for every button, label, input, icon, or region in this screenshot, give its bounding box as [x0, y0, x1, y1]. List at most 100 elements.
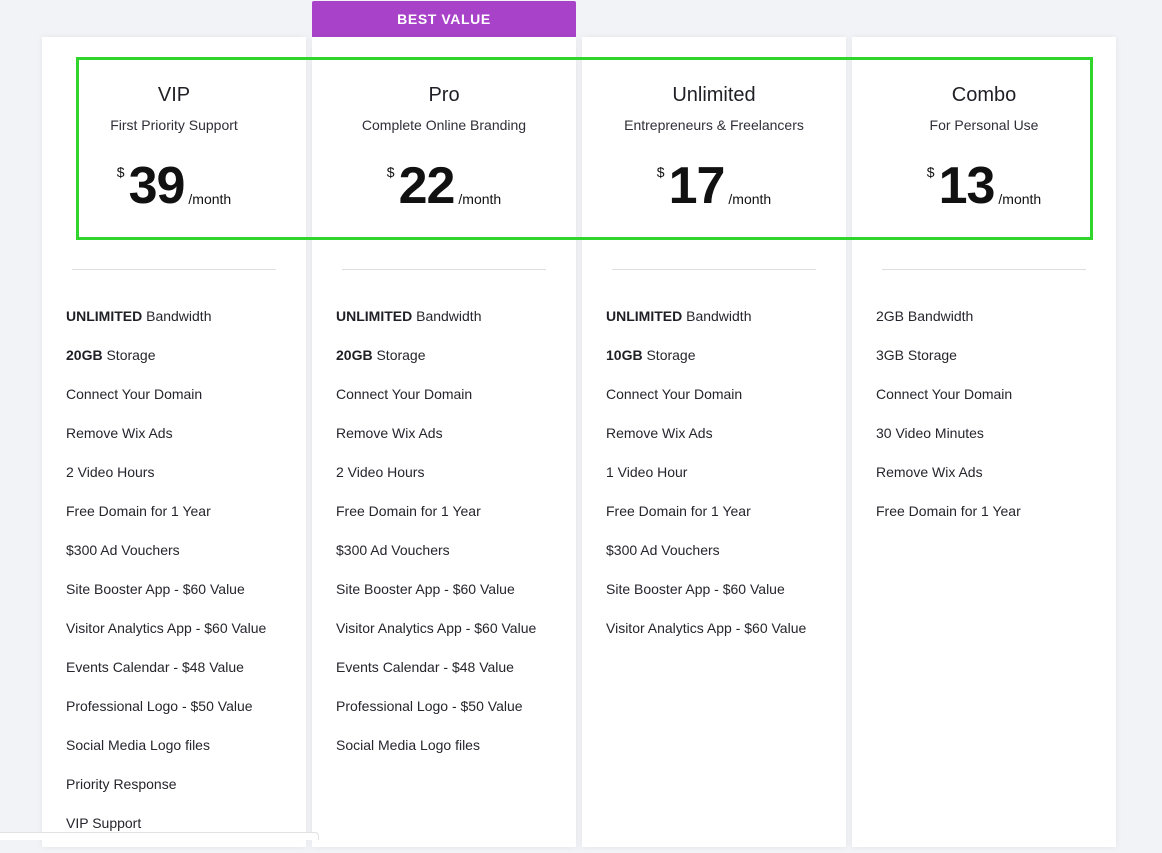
- feature-text: Site Booster App - $60 Value: [66, 581, 245, 597]
- feature-text: Site Booster App - $60 Value: [606, 581, 785, 597]
- feature-list: UNLIMITED Bandwidth 20GB Storage Connect Y…: [66, 307, 296, 853]
- feature-list: 2GB Bandwidth 3GB Storage Connect Your Dom…: [876, 307, 1106, 541]
- feature-text: Visitor Analytics App - $60 Value: [336, 620, 537, 636]
- feature-text: 2GB Bandwidth: [876, 308, 974, 324]
- feature-text: Connect Your Domain: [606, 386, 743, 402]
- feature-highlight: UNLIMITED: [336, 308, 413, 324]
- feature-item: Priority Response: [66, 775, 296, 814]
- feature-item: 2 Video Hours: [66, 463, 296, 502]
- feature-text: Free Domain for 1 Year: [876, 503, 1021, 519]
- feature-item: $300 Ad Vouchers: [66, 541, 296, 580]
- feature-item: Connect Your Domain: [876, 385, 1106, 424]
- feature-item: Free Domain for 1 Year: [336, 502, 566, 541]
- feature-item: Visitor Analytics App - $60 Value: [606, 619, 836, 658]
- feature-text: Events Calendar - $48 Value: [66, 659, 244, 675]
- plan-card-vip[interactable]: VIP First Priority Support $ 39 /month U…: [42, 37, 306, 847]
- plan-card-combo[interactable]: Combo For Personal Use $ 13 /month 2GB B…: [852, 37, 1116, 847]
- feature-item: Site Booster App - $60 Value: [336, 580, 566, 619]
- feature-item: 20GB Storage: [336, 346, 566, 385]
- plan-price: $ 22 /month: [312, 160, 576, 212]
- feature-item: VIP Support: [66, 814, 296, 853]
- feature-text: Free Domain for 1 Year: [606, 503, 751, 519]
- feature-text: Connect Your Domain: [876, 386, 1013, 402]
- feature-item: Professional Logo - $50 Value: [66, 697, 296, 736]
- plan-tagline: For Personal Use: [929, 117, 1039, 133]
- best-value-badge: BEST VALUE: [312, 1, 576, 37]
- price-period: /month: [728, 191, 772, 207]
- feature-item: Free Domain for 1 Year: [606, 502, 836, 541]
- feature-item: $300 Ad Vouchers: [336, 541, 566, 580]
- currency-symbol: $: [116, 164, 125, 180]
- feature-text: Connect Your Domain: [336, 386, 473, 402]
- feature-text: Bandwidth: [412, 308, 482, 324]
- divider: [612, 269, 816, 270]
- feature-item: Remove Wix Ads: [66, 424, 296, 463]
- feature-text: VIP Support: [66, 815, 142, 831]
- feature-item: 30 Video Minutes: [876, 424, 1106, 463]
- feature-text: Remove Wix Ads: [606, 425, 713, 441]
- feature-text: Connect Your Domain: [66, 386, 203, 402]
- feature-item: 1 Video Hour: [606, 463, 836, 502]
- currency-symbol: $: [656, 164, 665, 180]
- feature-item: UNLIMITED Bandwidth: [336, 307, 566, 346]
- feature-item: $300 Ad Vouchers: [606, 541, 836, 580]
- plan-tagline: Complete Online Branding: [361, 117, 527, 133]
- horizontal-scrollbar[interactable]: [0, 832, 319, 840]
- feature-item: Professional Logo - $50 Value: [336, 697, 566, 736]
- feature-item: Connect Your Domain: [336, 385, 566, 424]
- price-period: /month: [998, 191, 1042, 207]
- feature-highlight: UNLIMITED: [606, 308, 683, 324]
- feature-text: Professional Logo - $50 Value: [66, 698, 253, 714]
- feature-item: Connect Your Domain: [606, 385, 836, 424]
- price-period: /month: [188, 191, 232, 207]
- feature-text: Site Booster App - $60 Value: [336, 581, 515, 597]
- feature-text: Remove Wix Ads: [876, 464, 983, 480]
- feature-highlight: 10GB: [606, 347, 643, 363]
- feature-text: Bandwidth: [142, 308, 212, 324]
- feature-item: Free Domain for 1 Year: [66, 502, 296, 541]
- price-amount: 17: [668, 157, 726, 215]
- currency-symbol: $: [386, 164, 395, 180]
- feature-highlight: 20GB: [66, 347, 103, 363]
- plan-tagline: First Priority Support: [110, 117, 238, 133]
- feature-text: Storage: [642, 347, 696, 363]
- feature-item: Remove Wix Ads: [606, 424, 836, 463]
- plan-name: Unlimited: [672, 84, 756, 106]
- feature-item: Social Media Logo files: [66, 736, 296, 775]
- feature-text: $300 Ad Vouchers: [66, 542, 180, 558]
- plan-name: Combo: [951, 84, 1017, 106]
- feature-text: Professional Logo - $50 Value: [336, 698, 523, 714]
- divider: [72, 269, 276, 270]
- currency-symbol: $: [926, 164, 935, 180]
- feature-text: Free Domain for 1 Year: [336, 503, 481, 519]
- feature-text: Priority Response: [66, 776, 177, 792]
- feature-text: Remove Wix Ads: [66, 425, 173, 441]
- feature-text: Storage: [372, 347, 426, 363]
- feature-item: UNLIMITED Bandwidth: [606, 307, 836, 346]
- feature-text: Visitor Analytics App - $60 Value: [66, 620, 267, 636]
- feature-text: Visitor Analytics App - $60 Value: [606, 620, 807, 636]
- feature-highlight: UNLIMITED: [66, 308, 143, 324]
- feature-item: Site Booster App - $60 Value: [66, 580, 296, 619]
- price-amount: 13: [938, 157, 996, 215]
- feature-item: Connect Your Domain: [66, 385, 296, 424]
- plan-card-unlimited[interactable]: Unlimited Entrepreneurs & Freelancers $ …: [582, 37, 846, 847]
- feature-text: Storage: [102, 347, 156, 363]
- divider: [342, 269, 546, 270]
- feature-text: Bandwidth: [682, 308, 752, 324]
- plan-name: VIP: [157, 84, 191, 106]
- divider: [882, 269, 1086, 270]
- feature-item: Visitor Analytics App - $60 Value: [66, 619, 296, 658]
- feature-item: Remove Wix Ads: [336, 424, 566, 463]
- feature-text: 30 Video Minutes: [876, 425, 984, 441]
- price-amount: 39: [128, 157, 186, 215]
- feature-list: UNLIMITED Bandwidth 20GB Storage Connect Y…: [336, 307, 566, 775]
- feature-item: Events Calendar - $48 Value: [336, 658, 566, 697]
- feature-list: UNLIMITED Bandwidth 10GB Storage Connect Y…: [606, 307, 836, 658]
- feature-text: $300 Ad Vouchers: [336, 542, 450, 558]
- feature-text: 2 Video Hours: [66, 464, 155, 480]
- feature-item: Free Domain for 1 Year: [876, 502, 1106, 541]
- plan-price: $ 13 /month: [852, 157, 1116, 215]
- plan-card-pro[interactable]: Pro Complete Online Branding $ 22 /month…: [312, 37, 576, 847]
- feature-text: 3GB Storage: [876, 347, 957, 363]
